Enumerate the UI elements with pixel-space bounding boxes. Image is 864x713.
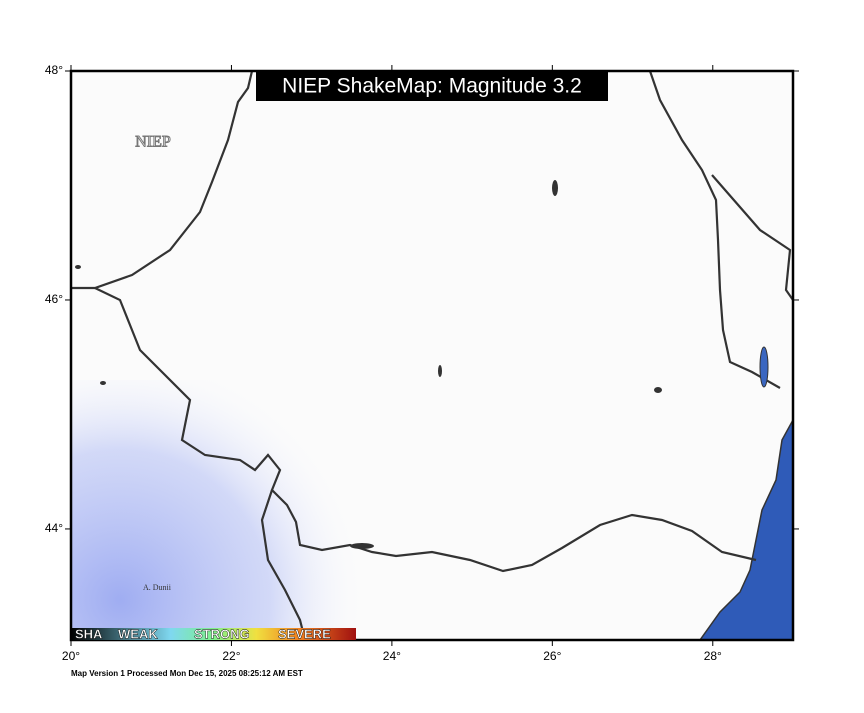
legend-label: SHA bbox=[75, 626, 103, 641]
x-tick-label: 22° bbox=[222, 649, 240, 663]
x-tick-label: 24° bbox=[383, 649, 401, 663]
y-tick-label: 48° bbox=[45, 63, 63, 77]
legend: SHA WEAK STRONG SEVERE bbox=[75, 626, 331, 641]
map-area bbox=[71, 71, 793, 640]
lakes bbox=[75, 180, 769, 549]
place-label: A. Dunii bbox=[143, 583, 172, 592]
y-tick-label: 46° bbox=[45, 292, 63, 306]
shaking-area bbox=[71, 380, 391, 640]
legend-label: WEAK bbox=[118, 626, 158, 641]
legend-bar bbox=[71, 628, 356, 640]
borders bbox=[71, 71, 793, 640]
black-sea bbox=[699, 419, 793, 640]
x-tick-label: 26° bbox=[543, 649, 561, 663]
legend-label: STRONG bbox=[194, 626, 250, 641]
x-tick-label: 28° bbox=[704, 649, 722, 663]
title-box bbox=[256, 71, 608, 101]
y-tick-label: 44° bbox=[45, 521, 63, 535]
footer: Map Version 1 Processed Mon Dec 15, 2025… bbox=[71, 669, 303, 678]
legend-label: SEVERE bbox=[278, 626, 331, 641]
map-title: NIEP ShakeMap: Magnitude 3.2 bbox=[282, 75, 582, 98]
x-tick-label: 20° bbox=[62, 649, 80, 663]
agency-label: NIEP bbox=[135, 134, 171, 151]
